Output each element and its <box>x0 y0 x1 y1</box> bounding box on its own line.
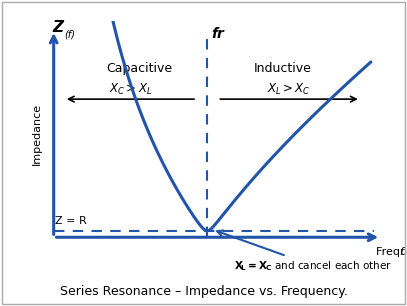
Text: Impedance: Impedance <box>32 103 42 165</box>
Text: Inductive: Inductive <box>253 62 311 75</box>
Text: Series Resonance – Impedance vs. Frequency.: Series Resonance – Impedance vs. Frequen… <box>59 285 348 298</box>
Text: f: f <box>399 247 403 257</box>
Text: Z: Z <box>52 21 63 35</box>
Text: Capacitive: Capacitive <box>106 62 172 75</box>
Text: (f): (f) <box>65 29 75 39</box>
Text: Frequency,: Frequency, <box>376 247 407 257</box>
Text: $X_C > X_L$: $X_C > X_L$ <box>109 82 152 97</box>
Text: $X_L > X_C$: $X_L > X_C$ <box>267 82 311 97</box>
Text: Z = R: Z = R <box>55 216 87 226</box>
Text: fr: fr <box>211 27 224 40</box>
Text: $\bf{X}_{\!\bf{L}}$$\bf{=}$$\bf{X}_{\!\bf{C}}$ and cancel each other: $\bf{X}_{\!\bf{L}}$$\bf{=}$$\bf{X}_{\!\b… <box>217 230 393 273</box>
